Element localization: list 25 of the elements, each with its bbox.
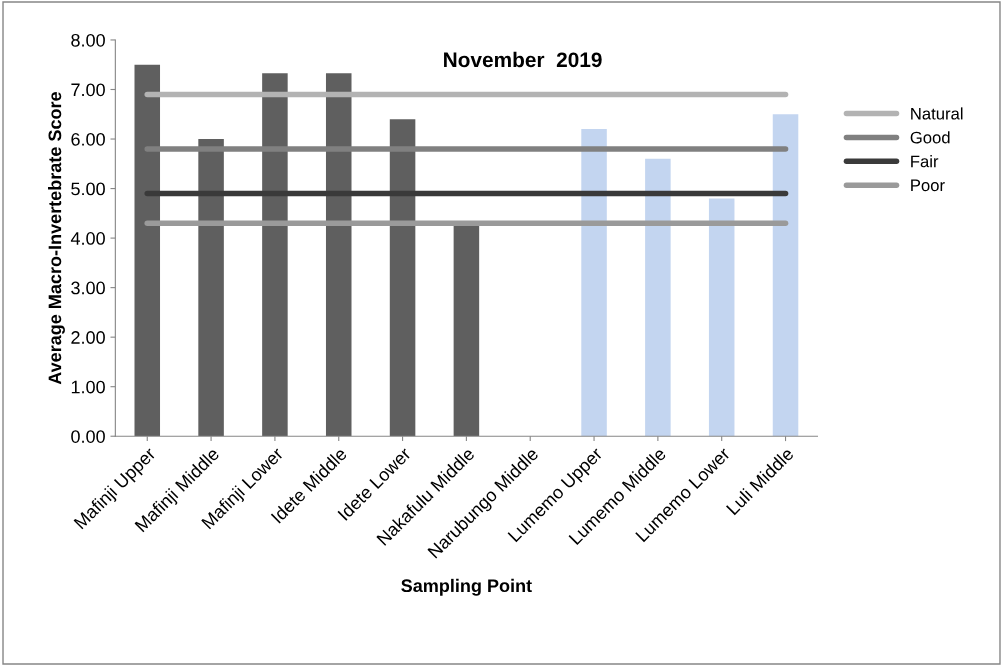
bar — [581, 129, 607, 437]
bar — [198, 139, 224, 437]
chart-title: November 2019 — [444, 51, 602, 68]
y-tick-label: 3.00 — [71, 281, 105, 295]
bar — [325, 73, 352, 437]
bar — [708, 198, 735, 437]
y-axis-title: Average Macro-Invertebrate Score — [48, 92, 65, 385]
y-tick-label: 5.00 — [71, 182, 105, 196]
legend-label: Good — [910, 131, 950, 144]
bar — [772, 114, 799, 437]
y-tick-label: 8.00 — [71, 33, 105, 47]
y-tick-label: 6.00 — [71, 132, 105, 146]
y-tick-label: 4.00 — [70, 232, 105, 245]
y-tick-label: 7.00 — [71, 83, 105, 97]
legend-label: Natural — [911, 107, 963, 120]
bar — [645, 158, 671, 437]
legend-label: Poor — [911, 179, 945, 192]
x-axis-title: Sampling Point — [401, 578, 532, 596]
y-tick-label: 1.00 — [71, 380, 105, 394]
bar — [134, 64, 161, 437]
bar — [389, 119, 416, 437]
y-tick-label: 0.00 — [71, 430, 105, 443]
legend-label: Fair — [911, 155, 939, 168]
y-tick-label: 2.00 — [71, 331, 105, 344]
bar — [453, 225, 480, 437]
